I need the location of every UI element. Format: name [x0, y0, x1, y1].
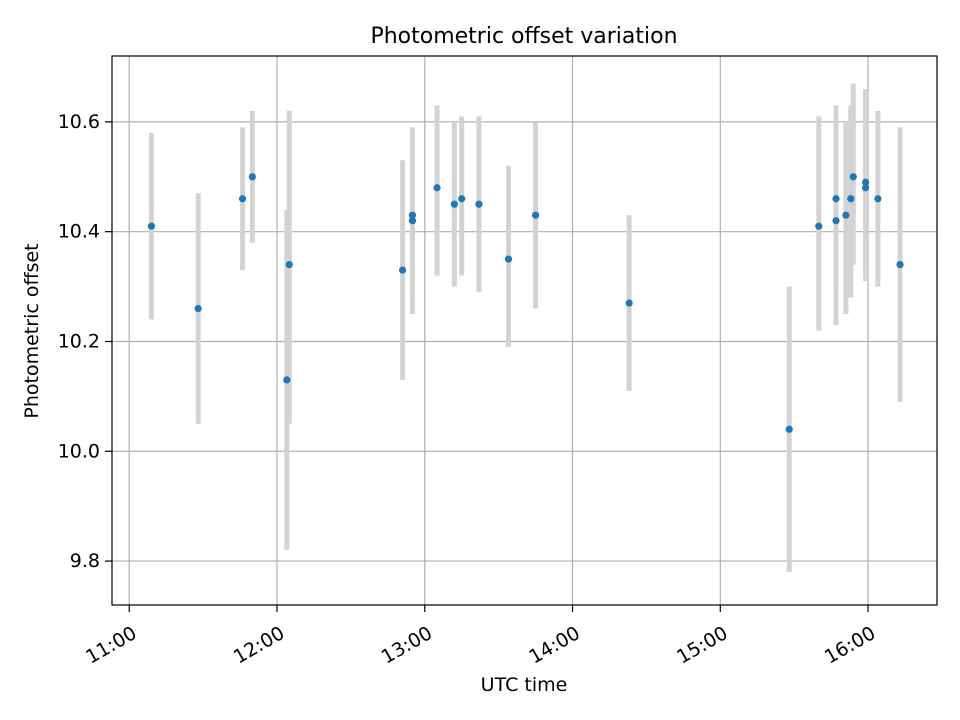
data-point [849, 173, 857, 181]
data-point [847, 195, 855, 203]
data-point [625, 299, 633, 307]
data-point [874, 195, 882, 203]
data-point [147, 222, 156, 230]
chart-title: Photometric offset variation [370, 24, 677, 49]
y-axis-ticks: 9.8 10.0 10.2 10.4 10.6 [58, 111, 112, 572]
data-point [896, 261, 904, 269]
data-point [785, 425, 793, 433]
data-point [504, 255, 513, 263]
data-point [842, 211, 850, 219]
plot-frame [111, 55, 938, 606]
data-point [408, 217, 417, 225]
data-point [861, 184, 870, 192]
y-axis-label: Photometric offset [21, 243, 43, 418]
x-axis-label: UTC time [481, 674, 568, 696]
y-tick-label: 10.2 [58, 330, 100, 352]
data-point [433, 184, 441, 192]
y-tick-label: 9.8 [70, 550, 100, 572]
data-point [408, 211, 417, 219]
data-point [194, 304, 202, 313]
data-point [832, 195, 840, 203]
data-point [815, 222, 823, 230]
data-point [398, 266, 407, 274]
data-point [285, 261, 293, 269]
y-tick-label: 10.0 [58, 440, 100, 462]
data-point [832, 217, 840, 225]
data-point [238, 195, 247, 203]
data-point [248, 173, 256, 181]
data-point [531, 211, 540, 219]
data-point [861, 178, 870, 186]
data-point [458, 195, 466, 203]
data-point [475, 200, 483, 208]
y-tick-label: 10.4 [58, 221, 100, 243]
data-point [450, 200, 458, 208]
data-point [283, 376, 291, 384]
y-tick-label: 10.6 [58, 111, 100, 133]
data-points [147, 173, 904, 433]
